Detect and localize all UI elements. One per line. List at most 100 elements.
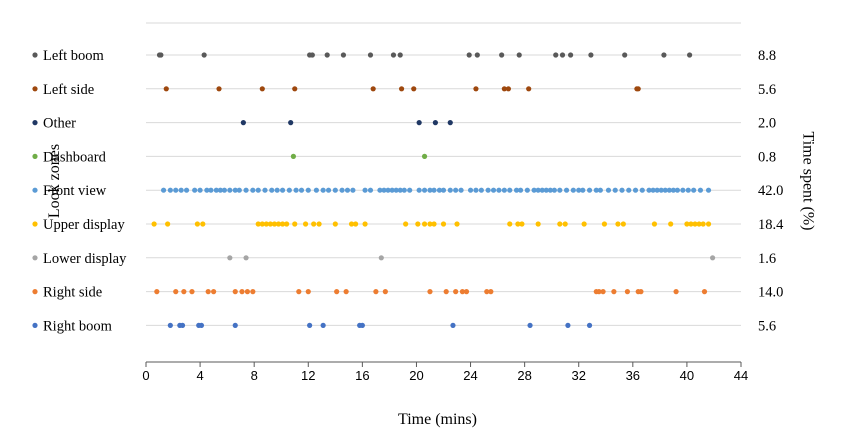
time-spent-value: 1.6 bbox=[758, 251, 776, 267]
data-point bbox=[267, 221, 274, 227]
data-point bbox=[562, 221, 568, 227]
data-point bbox=[158, 52, 164, 58]
data-point bbox=[198, 322, 205, 328]
data-point bbox=[539, 187, 545, 193]
data-point bbox=[673, 289, 679, 295]
x-tick-label: 16 bbox=[355, 368, 369, 383]
data-point bbox=[421, 187, 428, 193]
x-tick-label: 24 bbox=[463, 368, 477, 383]
data-point bbox=[205, 289, 211, 295]
time-spent-value: 0.8 bbox=[758, 149, 776, 165]
x-axis-ticks: 0 4 8 12 16 20 24 28 32 36 40 44 bbox=[142, 362, 748, 383]
data-point bbox=[362, 221, 368, 227]
data-point bbox=[431, 221, 437, 227]
data-point bbox=[192, 187, 198, 193]
data-point bbox=[194, 221, 200, 227]
legend-marker bbox=[32, 86, 38, 92]
data-point bbox=[359, 322, 365, 328]
data-point bbox=[580, 187, 586, 193]
data-point bbox=[390, 52, 397, 58]
data-point bbox=[588, 52, 594, 58]
data-point bbox=[668, 221, 674, 227]
secondary-y-axis-title: Time spent (%) bbox=[799, 131, 817, 231]
data-point bbox=[403, 221, 409, 227]
data-point bbox=[473, 187, 479, 193]
data-point bbox=[288, 120, 294, 126]
data-point bbox=[350, 187, 356, 193]
data-point bbox=[397, 187, 403, 193]
data-point bbox=[638, 289, 644, 295]
data-point bbox=[397, 52, 403, 58]
data-point bbox=[343, 289, 349, 295]
data-point bbox=[466, 52, 472, 58]
data-point bbox=[551, 187, 557, 193]
data-point bbox=[324, 52, 330, 58]
data-point bbox=[515, 221, 521, 227]
data-point bbox=[620, 221, 626, 227]
data-point bbox=[453, 289, 459, 295]
data-point bbox=[517, 187, 524, 193]
data-point bbox=[568, 52, 574, 58]
data-point bbox=[240, 120, 246, 126]
data-point bbox=[232, 187, 238, 193]
data-point bbox=[421, 153, 428, 159]
data-point bbox=[250, 187, 256, 193]
data-point bbox=[307, 322, 313, 328]
legend-marker bbox=[32, 289, 38, 295]
data-point bbox=[524, 187, 530, 193]
gridlines bbox=[146, 22, 741, 326]
data-point bbox=[619, 187, 625, 193]
legend-label: Upper display bbox=[43, 217, 125, 233]
data-point bbox=[576, 187, 582, 193]
data-point bbox=[200, 221, 206, 227]
data-point bbox=[688, 221, 694, 227]
data-point bbox=[650, 187, 656, 193]
data-point bbox=[183, 187, 190, 193]
data-point bbox=[393, 187, 399, 193]
data-point bbox=[557, 221, 563, 227]
data-point bbox=[316, 221, 322, 227]
x-tick-label: 28 bbox=[517, 368, 531, 383]
data-point bbox=[474, 52, 480, 58]
data-point bbox=[262, 187, 268, 193]
data-point bbox=[163, 86, 169, 92]
data-point bbox=[271, 221, 278, 227]
x-tick-label: 44 bbox=[734, 368, 748, 383]
data-point bbox=[401, 187, 407, 193]
data-point bbox=[255, 221, 261, 227]
data-point bbox=[227, 255, 233, 261]
data-point bbox=[211, 289, 217, 295]
legend-marker bbox=[32, 221, 38, 227]
data-point bbox=[478, 187, 484, 193]
data-point bbox=[563, 187, 570, 193]
data-point bbox=[373, 289, 379, 295]
data-point bbox=[243, 187, 249, 193]
data-point bbox=[279, 221, 286, 227]
data-point bbox=[632, 187, 639, 193]
data-point bbox=[353, 221, 359, 227]
data-point bbox=[440, 221, 447, 227]
data-point bbox=[179, 322, 186, 328]
data-point bbox=[216, 86, 222, 92]
legend-label: Left boom bbox=[43, 48, 105, 64]
data-point bbox=[453, 187, 459, 193]
data-point bbox=[189, 289, 195, 295]
legend-marker bbox=[32, 255, 38, 261]
data-point bbox=[484, 289, 490, 295]
data-point bbox=[415, 221, 421, 227]
data-point bbox=[378, 255, 384, 261]
data-point bbox=[488, 289, 494, 295]
data-point bbox=[705, 187, 712, 193]
x-tick-label: 12 bbox=[301, 368, 315, 383]
data-point bbox=[670, 187, 676, 193]
data-point bbox=[173, 187, 179, 193]
data-point bbox=[654, 187, 660, 193]
data-point bbox=[259, 86, 265, 92]
data-point bbox=[700, 221, 706, 227]
data-point bbox=[427, 221, 433, 227]
data-point bbox=[661, 52, 667, 58]
data-point bbox=[458, 187, 464, 193]
data-point bbox=[367, 52, 374, 58]
data-point bbox=[505, 86, 512, 92]
data-point bbox=[178, 187, 184, 193]
